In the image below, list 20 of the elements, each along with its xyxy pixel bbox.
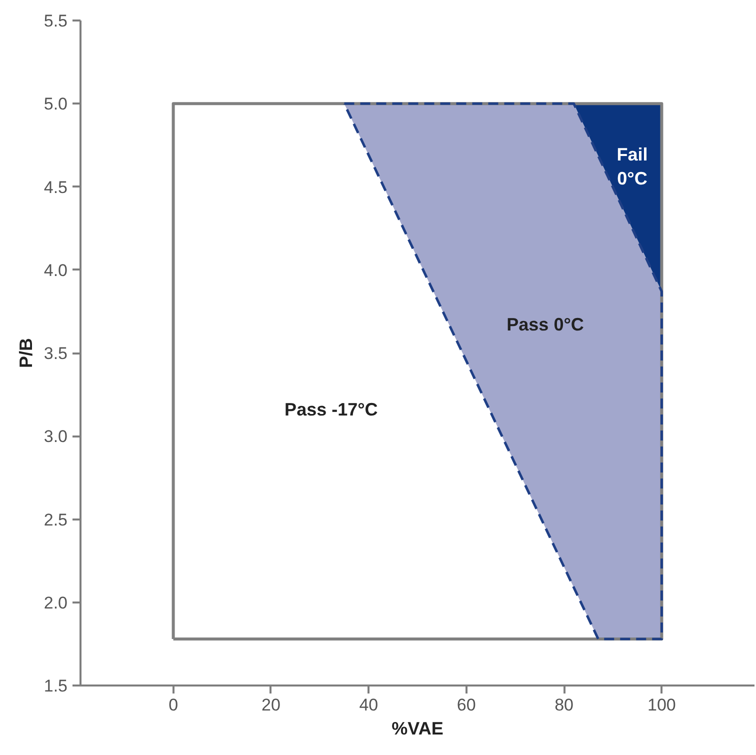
y-tick-label: 3.0 (44, 427, 68, 446)
y-tick-label: 2.0 (44, 593, 68, 612)
y-tick-label: 4.5 (44, 178, 68, 197)
x-tick-label: 60 (456, 696, 476, 714)
y-tick-label: 3.5 (44, 344, 68, 363)
series-label: Pass 0°C (506, 314, 584, 334)
y-tick-label: 5.0 (44, 94, 68, 114)
y-axis-title: P/B (16, 338, 36, 368)
x-tick-label: 40 (359, 696, 378, 714)
series-label: Fail 0°C (616, 144, 648, 189)
y-tick-label: 5.5 (44, 12, 68, 30)
x-tick-label: 100 (648, 696, 676, 714)
x-tick-label: 80 (554, 696, 574, 714)
y-tick-label: 1.5 (44, 676, 68, 696)
y-tick-label: 2.5 (44, 510, 68, 530)
x-axis-title: %VAE (392, 718, 444, 738)
x-tick-label: 20 (262, 696, 280, 714)
series-label: Pass -17°C (284, 399, 378, 420)
y-tick-label: 4.0 (44, 260, 68, 280)
x-tick-label: 0 (168, 696, 178, 714)
